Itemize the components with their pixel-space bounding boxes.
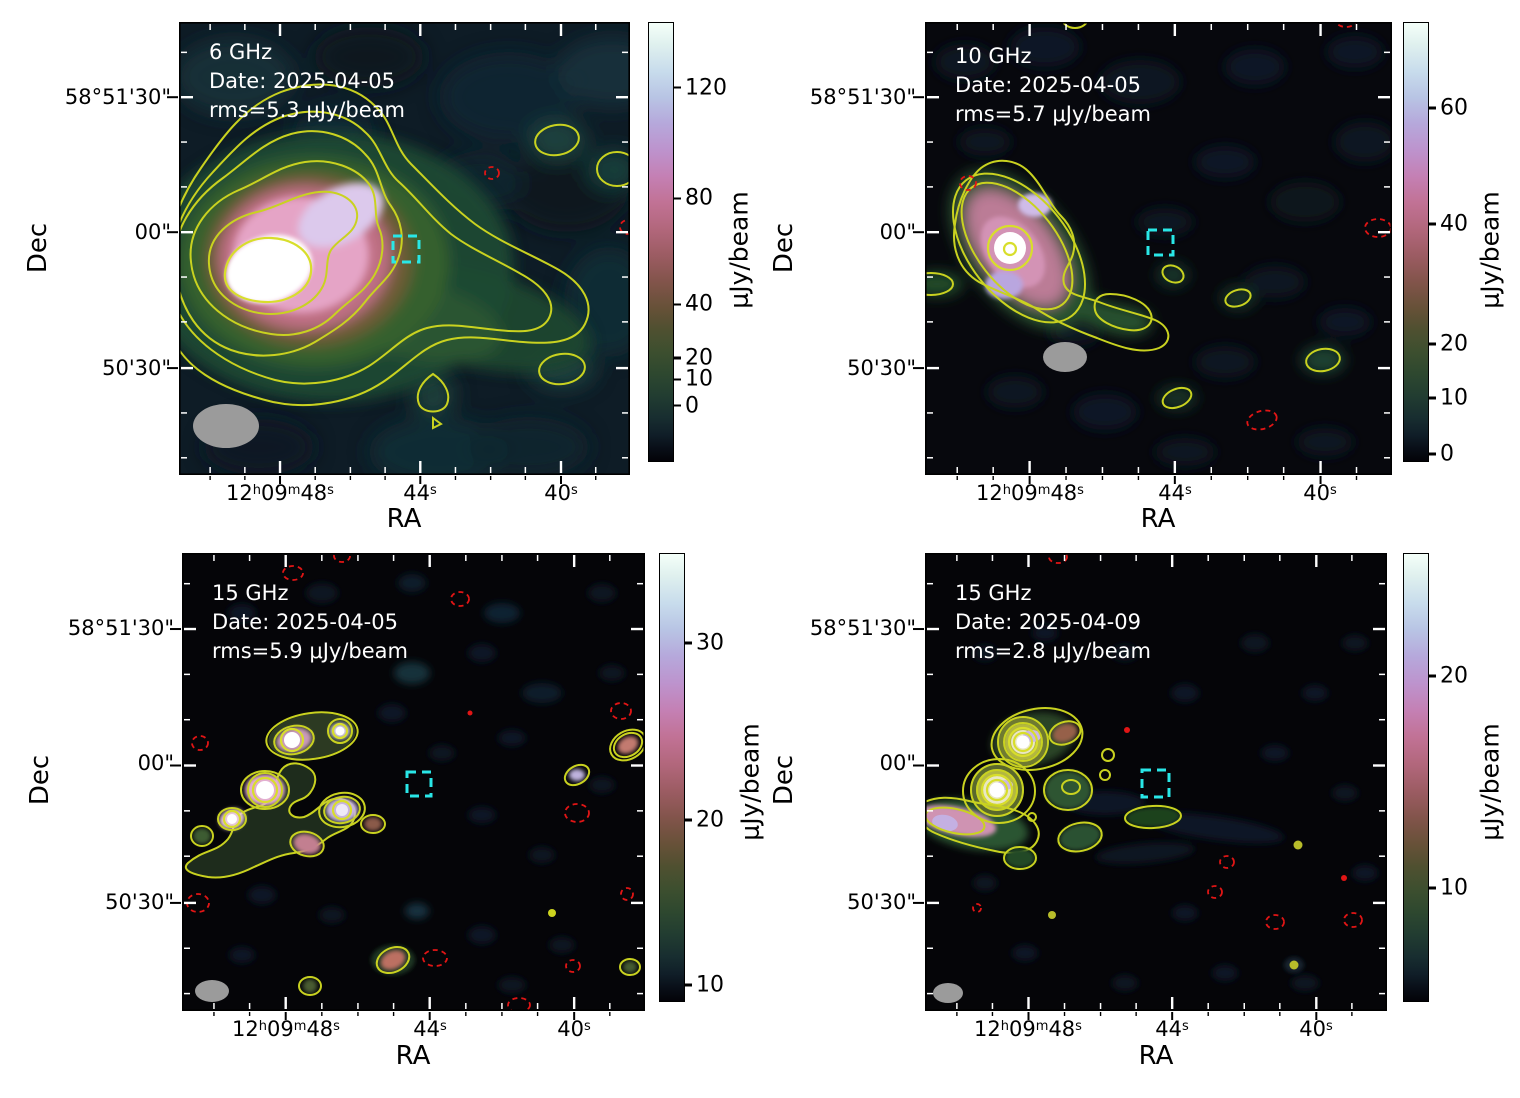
- dec-tick: 58°51'30": [67, 616, 174, 640]
- negative-contour: [1207, 885, 1223, 899]
- ra-axis-label: RA: [386, 504, 422, 534]
- panel-15ghz-a-image: [170, 553, 645, 1020]
- dec-tick: 50'30": [847, 890, 916, 914]
- panel-annotation: 6 GHz Date: 2025-04-05 rms=5.3 μJy/beam: [209, 38, 405, 125]
- dec-tick: 50'30": [105, 890, 174, 914]
- target-box: [405, 770, 433, 798]
- ra-tick: 12h09m48s: [976, 481, 1084, 505]
- date-label: Date: 2025-04-05: [209, 68, 395, 93]
- dec-tick: 58°51'30": [64, 85, 171, 109]
- dec-tick: 00": [879, 220, 916, 244]
- colorbar-label: μJy/beam: [1475, 191, 1505, 309]
- source-cluster-15ghz-b: [925, 707, 1084, 870]
- negative-contour: [422, 949, 448, 967]
- negative-contour: [565, 959, 581, 973]
- negative-contour: [1343, 912, 1363, 928]
- beam-ellipse: [933, 983, 963, 1003]
- dec-tick: 00": [879, 751, 916, 775]
- colorbar-label: μJy/beam: [1475, 723, 1505, 841]
- dec-axis-label: Dec: [769, 754, 799, 806]
- panel-annotation: 15 GHz Date: 2025-04-09 rms=2.8 μJy/beam: [955, 579, 1151, 666]
- ra-tick: 40s: [544, 481, 578, 505]
- rms-label: rms=5.3 μJy/beam: [209, 97, 405, 122]
- colorbar-6ghz: 120 80 40 20 10 0: [648, 22, 727, 462]
- beam-ellipse: [1043, 342, 1087, 372]
- dec-axis-label: Dec: [23, 222, 53, 274]
- negative-contour: [959, 175, 977, 191]
- negative-contour: [191, 735, 209, 751]
- main-source-6ghz: [179, 83, 591, 407]
- negative-contour: [1265, 914, 1285, 930]
- ra-tick: 40s: [1303, 481, 1337, 505]
- rms-label: rms=5.9 μJy/beam: [212, 638, 408, 663]
- ra-tick: 44s: [413, 1017, 447, 1041]
- negative-contour: [610, 702, 632, 720]
- ra-axis-label: RA: [1140, 504, 1176, 534]
- negative-contour: [450, 591, 470, 607]
- panel-6ghz-map: 6 GHz Date: 2025-04-05 rms=5.3 μJy/beam: [167, 22, 630, 484]
- frequency-label: 6 GHz: [209, 40, 273, 64]
- negative-contour: [282, 565, 304, 581]
- source-chain-15ghz: [185, 711, 386, 879]
- ra-tick: 12h09m48s: [974, 1017, 1082, 1041]
- negative-contour: [564, 803, 590, 823]
- dec-tick: 58°51'30": [809, 85, 916, 109]
- target-box: [1146, 228, 1175, 257]
- frequency-label: 10 GHz: [955, 44, 1032, 68]
- panel-annotation: 15 GHz Date: 2025-04-05 rms=5.9 μJy/beam: [212, 579, 408, 666]
- negative-contour: [1246, 409, 1278, 431]
- negative-contour: [620, 887, 634, 901]
- colorbar-15ghz-a: 30 20 10: [659, 553, 724, 1002]
- negative-contour: [507, 997, 531, 1011]
- main-source-10ghz: [925, 159, 1170, 352]
- colorbar-15ghz-b: 20 10: [1403, 553, 1468, 1002]
- date-label: Date: 2025-04-05: [955, 72, 1141, 97]
- target-box: [391, 234, 421, 264]
- panel-15ghz-b-image: [913, 553, 1387, 1020]
- colorbar-label: μJy/beam: [724, 191, 754, 309]
- dec-tick: 50'30": [847, 356, 916, 380]
- negative-contour: [333, 553, 351, 563]
- rms-label: rms=5.7 μJy/beam: [955, 101, 1151, 126]
- panel-15ghz-a-map: 15 GHz Date: 2025-04-05 rms=5.9 μJy/beam: [170, 553, 645, 1020]
- dec-tick: 58°51'30": [809, 616, 916, 640]
- date-label: Date: 2025-04-09: [955, 609, 1141, 634]
- dec-axis-label: Dec: [25, 754, 55, 806]
- beam-ellipse: [195, 980, 229, 1002]
- dec-tick: 00": [134, 220, 171, 244]
- frequency-label: 15 GHz: [212, 581, 289, 605]
- negative-contour: [1048, 553, 1068, 564]
- negative-contour: [619, 219, 630, 235]
- panel-10ghz-image: [913, 22, 1392, 484]
- panel-10ghz-map: 10 GHz Date: 2025-04-05 rms=5.7 μJy/beam: [913, 22, 1392, 484]
- ra-tick: 44s: [1158, 481, 1192, 505]
- dec-tick: 50'30": [102, 356, 171, 380]
- beam-ellipse: [193, 404, 259, 448]
- panel-6ghz-image: [167, 22, 630, 484]
- negative-contour: [484, 166, 500, 180]
- negative-contour: [1219, 855, 1235, 869]
- rms-label: rms=2.8 μJy/beam: [955, 638, 1151, 663]
- date-label: Date: 2025-04-05: [212, 609, 398, 634]
- ra-tick: 12h09m48s: [232, 1017, 340, 1041]
- ra-tick: 44s: [1155, 1017, 1189, 1041]
- target-box: [1140, 768, 1171, 799]
- ra-axis-label: RA: [1138, 1041, 1174, 1071]
- panel-15ghz-b-map: 15 GHz Date: 2025-04-09 rms=2.8 μJy/beam: [913, 553, 1387, 1020]
- negative-contour: [972, 903, 982, 913]
- ra-tick: 40s: [1299, 1017, 1333, 1041]
- colorbar-10ghz: 60 40 20 10 0: [1403, 22, 1468, 466]
- dec-axis-label: Dec: [769, 222, 799, 274]
- ra-tick: 12h09m48s: [226, 481, 334, 505]
- panel-annotation: 10 GHz Date: 2025-04-05 rms=5.7 μJy/beam: [955, 42, 1151, 129]
- ra-tick: 40s: [557, 1017, 591, 1041]
- frequency-label: 15 GHz: [955, 581, 1032, 605]
- ra-tick: 44s: [403, 481, 437, 505]
- ra-axis-label: RA: [395, 1041, 431, 1071]
- colorbar-label: μJy/beam: [735, 723, 765, 841]
- dec-tick: 00": [137, 751, 174, 775]
